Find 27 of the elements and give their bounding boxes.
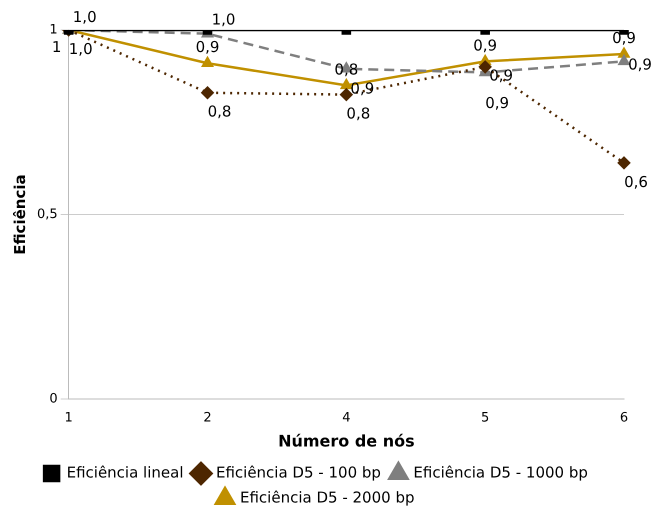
data-label: 0,9 (612, 28, 636, 47)
data-label: 0,8 (334, 60, 358, 78)
x-tick-label: 5 (481, 410, 490, 426)
data-label: 0,9 (485, 94, 510, 112)
legend-label: Eficiência D5 - 1000 bp (413, 463, 588, 482)
data-label: 0,8 (208, 102, 232, 121)
data-label: 1,0 (72, 8, 97, 26)
y-tick-label: 1 (49, 22, 58, 38)
x-tick-label: 2 (203, 410, 212, 426)
x-tick-label: 4 (342, 410, 350, 426)
y-axis-title: Eficiência (10, 174, 29, 255)
x-tick-label: 1 (64, 410, 73, 426)
data-label: 0,6 (624, 172, 648, 191)
x-axis-title: Número de nós (278, 432, 415, 451)
y-tick-label: 0 (49, 392, 58, 407)
legend-label: Eficiência D5 - 2000 bp (240, 488, 414, 506)
y-tick-label: 0,5 (36, 206, 58, 222)
legend-label: Eficiência lineal (66, 463, 184, 482)
data-label: 0,8 (346, 104, 370, 122)
data-label: 1,0 (68, 40, 93, 58)
data-label: 0,9 (489, 66, 514, 84)
legend-label: Eficiência D5 - 100 bp (216, 463, 381, 482)
data-label: 1,0 (212, 10, 236, 29)
data-label: 0,9 (628, 55, 652, 74)
data-label: 0,9 (196, 38, 220, 56)
x-tick-label: 6 (620, 410, 628, 426)
data-label: 0,9 (473, 36, 498, 54)
